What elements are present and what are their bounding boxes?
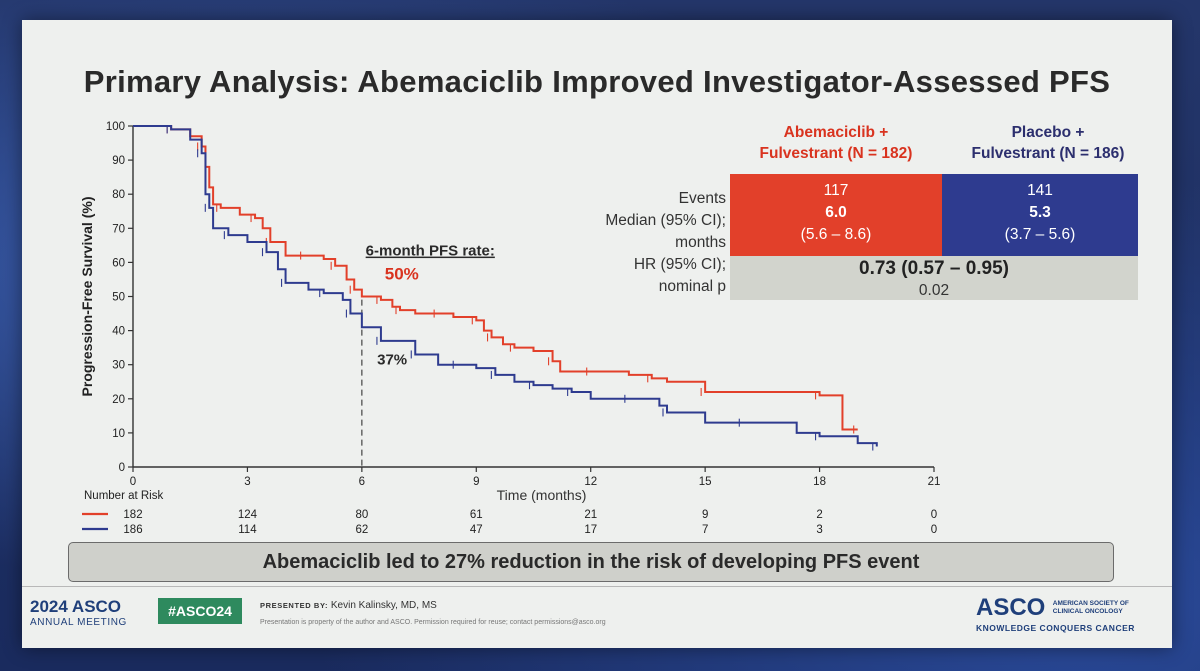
arm1-header-line1: Abemaciclib + xyxy=(783,124,889,141)
x-tick-label: 15 xyxy=(699,476,712,488)
p-value: 0.02 xyxy=(918,282,950,299)
risk-count-placebo: 186 xyxy=(123,524,142,536)
copyright-notice: Presentation is property of the author a… xyxy=(260,619,606,626)
y-tick-label: 50 xyxy=(112,292,125,304)
risk-count-placebo: 3 xyxy=(816,524,822,536)
risk-count-placebo: 7 xyxy=(702,524,708,536)
x-tick-label: 0 xyxy=(130,476,136,488)
x-tick-label: 12 xyxy=(584,476,597,488)
annotation-abemaciclib-rate: 50% xyxy=(385,264,419,283)
asco-logo: ASCO AMERICAN SOCIETY OF CLINICAL ONCOLO… xyxy=(976,594,1156,633)
row-labels: Events Median (95% CI); months HR (95% C… xyxy=(540,188,726,298)
annotation-6-month-pfs-rate: 6-month PFS rate: xyxy=(366,243,495,260)
km-curve-placebo xyxy=(133,125,878,447)
risk-count-abemaciclib: 61 xyxy=(470,509,483,521)
hr-value: 0.73 (0.57 – 0.95) xyxy=(859,258,1009,279)
risk-count-abemaciclib: 182 xyxy=(123,509,142,521)
y-tick-label: 20 xyxy=(112,394,125,406)
y-tick-label: 90 xyxy=(112,155,125,167)
risk-count-placebo: 47 xyxy=(470,524,483,536)
arm1-header: Abemaciclib + Fulvestrant (N = 182) xyxy=(730,122,942,164)
number-at-risk-label: Number at Risk xyxy=(84,490,163,502)
y-tick-label: 0 xyxy=(119,462,125,474)
arm1-cell: 117 6.0 (5.6 – 8.6) xyxy=(730,174,942,256)
risk-count-abemaciclib: 2 xyxy=(816,509,822,521)
row-label-p: nominal p xyxy=(658,278,726,295)
society-name: AMERICAN SOCIETY OF CLINICAL ONCOLOGY xyxy=(1053,600,1129,616)
arm2-cell: 141 5.3 (3.7 – 5.6) xyxy=(942,174,1138,256)
arm2-median: 5.3 xyxy=(1029,204,1051,221)
conclusion-banner: Abemaciclib led to 27% reduction in the … xyxy=(68,542,1114,582)
arm1-median: 6.0 xyxy=(825,204,847,221)
asco-wordmark: ASCO xyxy=(976,594,1046,621)
arm2-header: Placebo + Fulvestrant (N = 186) xyxy=(942,122,1154,164)
y-tick-label: 80 xyxy=(112,189,125,201)
risk-count-abemaciclib: 0 xyxy=(931,509,937,521)
asco-tagline: KNOWLEDGE CONQUERS CANCER xyxy=(976,623,1135,633)
y-axis-title: Progression-Free Survival (%) xyxy=(79,197,95,397)
x-tick-label: 18 xyxy=(813,476,826,488)
row-label-events: Events xyxy=(678,190,726,207)
arm1-header-line2: Fulvestrant (N = 182) xyxy=(759,145,913,162)
row-label-months: months xyxy=(675,234,726,251)
row-label-hr: HR (95% CI); xyxy=(633,256,726,273)
society-line2: CLINICAL ONCOLOGY xyxy=(1052,608,1123,615)
risk-count-placebo: 62 xyxy=(355,524,368,536)
hashtag-badge: #ASCO24 xyxy=(158,598,242,624)
arm1-ci: (5.6 – 8.6) xyxy=(800,226,872,243)
arm2-header-line2: Fulvestrant (N = 186) xyxy=(971,145,1125,162)
presenter-line: PRESENTED BY: Kevin Kalinsky, MD, MS xyxy=(260,600,437,611)
km-curve-abemaciclib xyxy=(133,125,858,431)
y-tick-label: 40 xyxy=(112,326,125,338)
risk-count-abemaciclib: 9 xyxy=(702,509,708,521)
x-tick-label: 3 xyxy=(244,476,250,488)
risk-count-abemaciclib: 80 xyxy=(355,509,368,521)
meeting-logo-year: 2024 ASCO xyxy=(30,597,122,616)
arm1-events: 117 xyxy=(823,182,849,199)
x-tick-label: 21 xyxy=(928,476,941,488)
slide: Primary Analysis: Abemaciclib Improved I… xyxy=(22,20,1172,648)
y-tick-label: 10 xyxy=(112,428,125,440)
footer-divider xyxy=(22,586,1172,587)
arm2-ci: (3.7 – 5.6) xyxy=(1004,226,1076,243)
slide-title: Primary Analysis: Abemaciclib Improved I… xyxy=(83,64,1111,99)
arm2-events: 141 xyxy=(1027,182,1053,199)
risk-count-placebo: 17 xyxy=(584,524,597,536)
risk-count-placebo: 114 xyxy=(238,524,257,536)
risk-count-abemaciclib: 124 xyxy=(238,509,258,521)
x-tick-label: 6 xyxy=(359,476,365,488)
y-tick-label: 100 xyxy=(106,121,125,133)
risk-count-abemaciclib: 21 xyxy=(584,509,597,521)
meeting-logo: 2024 ASCO ANNUAL MEETING xyxy=(30,597,127,628)
meeting-logo-subtitle: ANNUAL MEETING xyxy=(30,617,127,628)
hr-cell: 0.73 (0.57 – 0.95) 0.02 xyxy=(730,256,1138,300)
presented-by-label: PRESENTED BY: xyxy=(260,601,329,610)
y-tick-label: 70 xyxy=(112,223,125,235)
row-label-median: Median (95% CI); xyxy=(605,212,726,229)
annotation-placebo-rate: 37% xyxy=(377,352,407,369)
presenter-name: Kevin Kalinsky, MD, MS xyxy=(330,600,437,611)
risk-count-placebo: 0 xyxy=(931,524,937,536)
arm2-header-line1: Placebo + xyxy=(1011,124,1085,141)
y-tick-label: 30 xyxy=(112,360,125,372)
society-line1: AMERICAN SOCIETY OF xyxy=(1052,600,1129,607)
x-axis-title: Time (months) xyxy=(497,487,587,503)
x-tick-label: 9 xyxy=(473,476,479,488)
y-tick-label: 60 xyxy=(112,257,125,269)
